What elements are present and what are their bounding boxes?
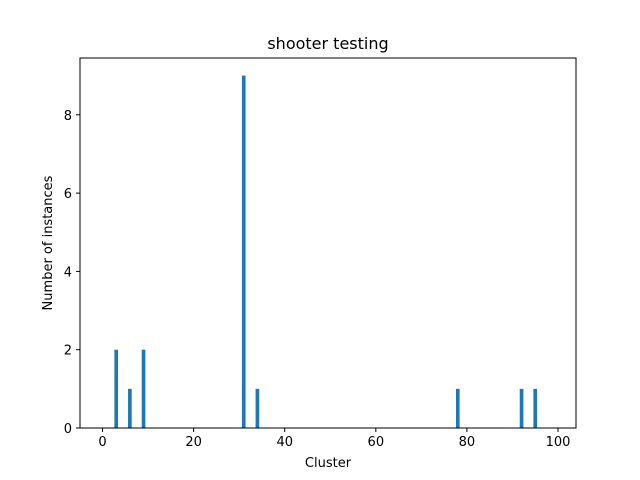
bar-cluster-78 [455,388,460,428]
x-tick-label: 20 [185,435,202,450]
y-tick-label: 6 [64,187,72,202]
plot-frame [79,57,577,429]
x-tick-label: 40 [276,435,293,450]
y-tick-label: 0 [64,422,72,437]
bar-cluster-31 [241,75,246,428]
bar-cluster-95 [533,388,538,428]
bar-cluster-9 [141,349,146,428]
bar-cluster-92 [519,388,524,428]
x-axis-ticks: 0 20 40 60 80 100 [98,428,570,450]
x-tick-label: 100 [546,435,571,450]
bar-cluster-3 [114,349,119,428]
y-tick-label: 2 [64,344,72,359]
x-axis-label: Cluster [305,456,352,471]
y-tick-label: 8 [64,109,72,124]
x-tick-label: 60 [368,435,385,450]
bar-cluster-34 [255,388,260,428]
y-axis-label: Number of instances [41,175,56,310]
bars [114,75,538,428]
y-axis-ticks: 0 2 4 6 8 [64,109,80,437]
chart-title: shooter testing [267,34,388,53]
x-tick-label: 80 [459,435,476,450]
bar-cluster-6 [128,388,132,428]
x-tick-label: 0 [98,435,106,450]
y-tick-label: 4 [64,265,72,280]
